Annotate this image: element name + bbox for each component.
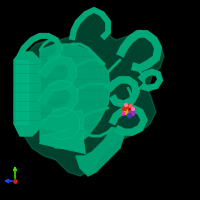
Polygon shape [39, 110, 86, 138]
Polygon shape [109, 104, 148, 135]
Polygon shape [38, 56, 76, 90]
Polygon shape [17, 33, 63, 63]
Point [13, 179, 17, 183]
Point [129, 108, 133, 112]
Polygon shape [38, 80, 78, 116]
Point [123, 107, 126, 110]
Polygon shape [76, 128, 124, 176]
Polygon shape [40, 44, 110, 148]
Polygon shape [16, 60, 28, 124]
Point [130, 111, 134, 115]
Polygon shape [14, 52, 40, 136]
Point [125, 110, 129, 114]
Polygon shape [69, 7, 111, 41]
Polygon shape [105, 76, 140, 108]
Point [122, 112, 125, 115]
Polygon shape [14, 10, 164, 176]
Polygon shape [39, 126, 86, 154]
Point [131, 107, 135, 111]
Point [127, 105, 130, 109]
Point [129, 104, 132, 108]
Point [128, 114, 131, 117]
Point [124, 103, 128, 107]
Polygon shape [41, 108, 80, 140]
Polygon shape [138, 69, 163, 91]
Polygon shape [116, 30, 162, 72]
